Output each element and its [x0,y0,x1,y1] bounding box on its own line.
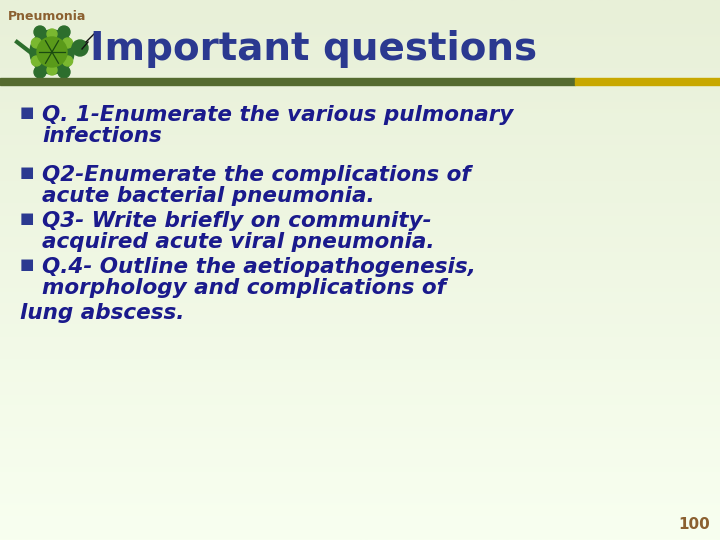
Text: infections: infections [42,126,162,146]
Text: Q3- Write briefly on community-: Q3- Write briefly on community- [42,211,431,231]
Text: Q2-Enumerate the complications of: Q2-Enumerate the complications of [42,165,471,185]
Text: ■: ■ [20,105,35,120]
Text: ■: ■ [20,211,35,226]
Circle shape [30,30,74,74]
Circle shape [34,66,46,78]
Circle shape [63,56,73,66]
Circle shape [32,38,42,48]
Circle shape [72,40,88,56]
Circle shape [58,66,70,78]
Circle shape [34,26,46,38]
Text: morphology and complications of: morphology and complications of [42,278,446,298]
Text: ■: ■ [20,165,35,180]
Circle shape [47,29,57,39]
Circle shape [63,38,73,48]
Text: lung abscess.: lung abscess. [20,303,184,323]
Text: Important questions: Important questions [90,30,537,68]
Text: Q. 1-Enumerate the various pulmonary: Q. 1-Enumerate the various pulmonary [42,105,513,125]
Text: Q.4- Outline the aetiopathogenesis,: Q.4- Outline the aetiopathogenesis, [42,257,476,277]
Circle shape [37,37,67,67]
Text: acute bacterial pneumonia.: acute bacterial pneumonia. [42,186,374,206]
Text: ■: ■ [20,257,35,272]
Circle shape [47,65,57,75]
Text: 100: 100 [678,517,710,532]
Text: acquired acute viral pneumonia.: acquired acute viral pneumonia. [42,232,434,252]
Bar [0,78,575,85]
Circle shape [32,56,42,66]
Circle shape [58,26,70,38]
Text: Pneumonia: Pneumonia [8,10,86,23]
Bar [575,78,720,85]
